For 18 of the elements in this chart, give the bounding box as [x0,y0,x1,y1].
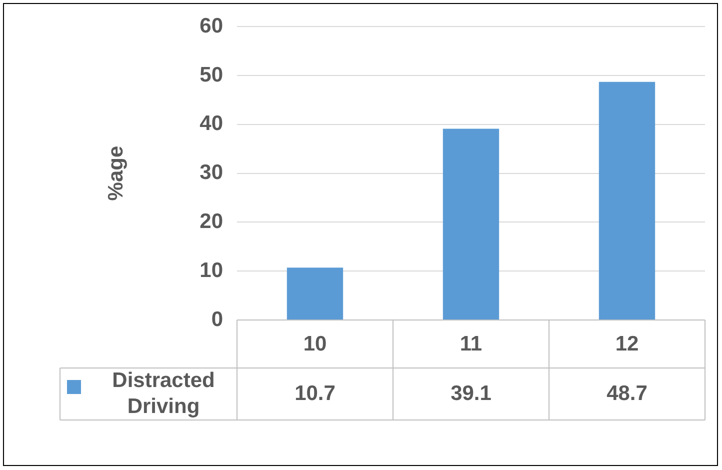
bar [286,268,344,320]
y-tick-label: 40 [200,112,223,136]
x-tick-label: 12 [615,332,639,356]
x-tick-label: 11 [460,332,482,356]
legend-label: Distracted Driving [112,368,215,418]
x-tick-label: 10 [303,332,327,356]
y-tick-label: 10 [200,258,223,282]
y-tick-label: 20 [200,210,223,233]
y-tick-label: 30 [200,161,223,184]
bar [442,128,500,320]
y-tick-label: 0 [211,308,223,331]
data-label: 10.7 [294,382,336,405]
y-axis-title: %age [104,146,128,201]
y-tick-label: 60 [200,14,223,38]
data-label: 39.1 [450,382,492,405]
data-label: 48.7 [606,382,648,405]
bar [598,82,656,320]
y-tick-label: 50 [200,63,223,86]
